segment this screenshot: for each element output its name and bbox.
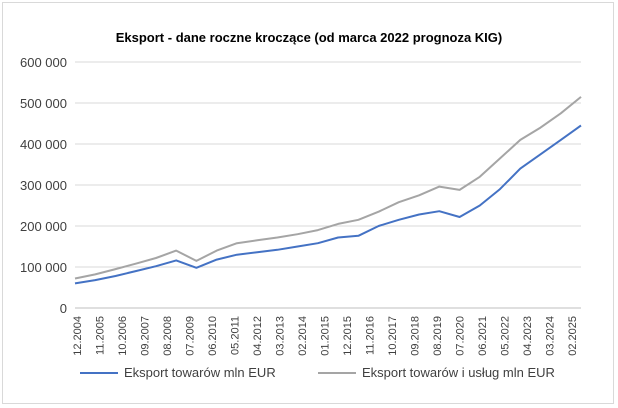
- x-tick-label: 12.2015: [342, 316, 354, 356]
- y-tick-label: 500 000: [20, 96, 67, 111]
- y-tick-label: 300 000: [20, 178, 67, 193]
- y-tick-label: 100 000: [20, 260, 67, 275]
- x-tick-label: 04.2012: [252, 316, 264, 356]
- legend-item-series-2: Eksport towarów i usług mln EUR: [318, 365, 555, 380]
- legend-label-series-2: Eksport towarów i usług mln EUR: [362, 365, 555, 380]
- x-tick-label: 03.2013: [274, 316, 286, 356]
- y-tick-label: 600 000: [20, 55, 67, 70]
- legend-swatch-series-1: [80, 371, 118, 374]
- x-tick-label: 06.2021: [477, 316, 489, 356]
- x-tick-label: 07.2009: [184, 316, 196, 356]
- x-tick-label: 05.2011: [229, 316, 241, 355]
- x-tick-label: 10.2017: [387, 316, 399, 356]
- x-tick-label: 08.2008: [162, 316, 174, 356]
- y-tick-label: 400 000: [20, 137, 67, 152]
- chart-frame: [2, 2, 614, 404]
- series-line-1: [74, 124, 582, 285]
- x-tick-label: 10.2006: [117, 316, 129, 356]
- legend-item-series-1: Eksport towarów mln EUR: [80, 365, 276, 380]
- y-tick-label: 200 000: [20, 219, 67, 234]
- x-tick-label: 02.2025: [567, 316, 579, 356]
- chart-title: Eksport - dane roczne kroczące (od marca…: [115, 30, 503, 45]
- x-tick-label: 04.2023: [522, 316, 534, 356]
- legend: Eksport towarów mln EUR Eksport towarów …: [0, 365, 618, 389]
- x-tick-label: 12.2004: [72, 316, 84, 356]
- x-tick-label: 11.2016: [364, 316, 376, 355]
- x-tick-label: 05.2022: [499, 316, 511, 356]
- x-tick-label: 09.2007: [139, 316, 151, 356]
- legend-swatch-series-2: [318, 371, 356, 374]
- x-tick-label: 09.2018: [409, 316, 421, 356]
- x-tick-label: 02.2014: [297, 316, 309, 356]
- x-tick-label: 07.2020: [454, 316, 466, 356]
- x-tick-label: 03.2024: [544, 316, 556, 356]
- x-tick-label: 11.2005: [94, 316, 106, 355]
- series-line-2: [74, 96, 582, 280]
- y-tick-label: 0: [60, 301, 67, 316]
- x-tick-label: 08.2019: [432, 316, 444, 356]
- x-tick-label: 01.2015: [319, 316, 331, 356]
- legend-label-series-1: Eksport towarów mln EUR: [124, 365, 276, 380]
- x-tick-label: 06.2010: [207, 316, 219, 356]
